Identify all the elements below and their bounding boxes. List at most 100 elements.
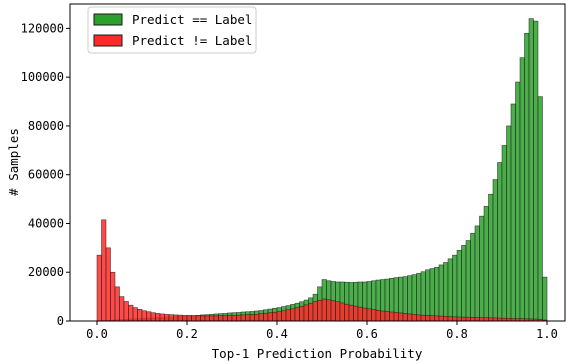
bar xyxy=(474,317,480,322)
bar xyxy=(294,307,300,322)
bar xyxy=(443,316,449,322)
bar xyxy=(110,271,116,322)
bar xyxy=(308,302,314,322)
x-tick-label: 0.6 xyxy=(356,327,378,341)
bar xyxy=(533,20,539,322)
bar xyxy=(173,314,179,322)
bar xyxy=(420,314,426,322)
bar xyxy=(159,313,165,322)
bar xyxy=(245,314,251,322)
bar xyxy=(434,315,440,322)
bar xyxy=(123,301,129,322)
bar xyxy=(434,267,440,322)
bar xyxy=(96,254,102,322)
bar xyxy=(353,305,359,322)
legend-box xyxy=(87,6,257,54)
bar xyxy=(348,304,354,322)
bar xyxy=(267,312,273,322)
bar xyxy=(105,247,111,322)
bar xyxy=(425,315,431,322)
bar xyxy=(398,312,404,322)
bar xyxy=(321,298,327,322)
bar xyxy=(375,309,381,322)
bar xyxy=(101,219,107,322)
bar xyxy=(470,317,476,322)
bar xyxy=(177,314,183,322)
bar xyxy=(357,306,363,322)
bar xyxy=(438,264,444,322)
bar xyxy=(470,232,476,322)
bar xyxy=(119,296,125,322)
bar xyxy=(420,271,426,322)
bar xyxy=(519,57,525,322)
bar xyxy=(510,103,516,322)
y-tick-label: 40000 xyxy=(28,216,64,230)
bar xyxy=(326,299,332,322)
legend-label-predict-not-equal: Predict != Label xyxy=(132,33,252,48)
bar xyxy=(344,303,350,322)
bar xyxy=(191,315,197,322)
bar xyxy=(402,313,408,322)
bar xyxy=(285,309,291,322)
bar xyxy=(254,313,260,322)
bar xyxy=(447,258,453,322)
bars-layer xyxy=(96,18,548,322)
bar xyxy=(429,315,435,322)
bar xyxy=(380,310,386,322)
bar xyxy=(276,311,282,322)
bar xyxy=(258,313,264,322)
bar xyxy=(528,18,534,322)
bar xyxy=(488,193,494,322)
bar xyxy=(425,269,431,322)
y-tick-label: 60000 xyxy=(28,168,64,182)
bar xyxy=(411,274,417,322)
bar xyxy=(299,306,305,322)
bar xyxy=(204,315,210,322)
bar xyxy=(168,314,174,322)
legend: Predict == Label Predict != Label xyxy=(87,6,257,54)
y-tick-label: 20000 xyxy=(28,265,64,279)
bar xyxy=(393,312,399,322)
bar xyxy=(456,316,462,322)
x-axis: 0.0 0.2 0.4 0.6 0.8 1.0 xyxy=(86,321,558,341)
bar xyxy=(474,225,480,322)
bar xyxy=(218,315,224,322)
bar xyxy=(240,314,246,322)
y-tick-label: 80000 xyxy=(28,119,64,133)
bar xyxy=(290,308,296,322)
bar xyxy=(447,316,453,322)
bar xyxy=(317,299,323,322)
bar xyxy=(303,304,309,322)
bar xyxy=(146,311,152,322)
series-0-bars xyxy=(96,18,548,322)
bar xyxy=(128,304,134,322)
bar xyxy=(222,315,228,322)
bar xyxy=(461,316,467,322)
x-axis-title: Top-1 Prediction Probability xyxy=(212,346,423,361)
bar xyxy=(443,262,449,322)
bar xyxy=(213,315,219,322)
x-tick-label: 0.0 xyxy=(86,327,108,341)
bar xyxy=(195,315,201,322)
bar xyxy=(384,311,390,322)
bar xyxy=(155,313,161,322)
bar xyxy=(542,276,548,322)
bar xyxy=(335,301,341,322)
bar xyxy=(209,315,215,322)
y-axis: 0 20000 40000 60000 80000 100000 120000 xyxy=(21,21,70,328)
bar xyxy=(164,314,170,322)
bar xyxy=(200,315,206,322)
bar xyxy=(362,307,368,322)
bar xyxy=(411,314,417,322)
bar xyxy=(465,240,471,322)
x-tick-label: 1.0 xyxy=(536,327,558,341)
bar xyxy=(114,286,120,322)
y-tick-label: 0 xyxy=(57,314,64,328)
y-tick-label: 100000 xyxy=(21,70,64,84)
bar xyxy=(141,310,147,322)
bar xyxy=(465,316,471,322)
bar xyxy=(452,316,458,322)
bar xyxy=(483,206,489,322)
legend-label-predict-equal: Predict == Label xyxy=(132,12,252,27)
